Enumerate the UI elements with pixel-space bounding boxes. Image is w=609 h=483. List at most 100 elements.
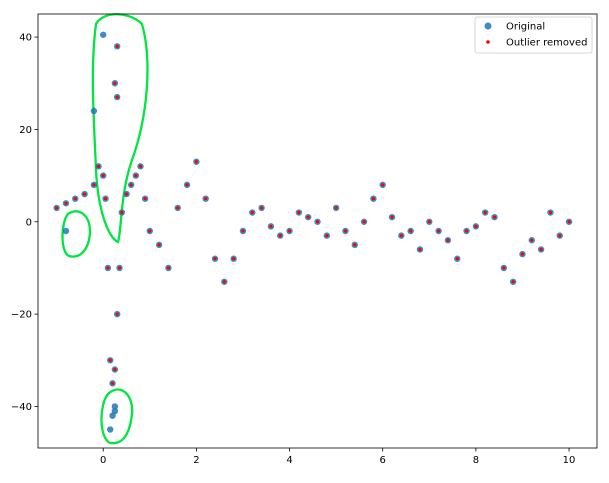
legend-removed-marker [486, 40, 490, 44]
outlier-removed-point [143, 197, 147, 201]
legend-original-marker [484, 22, 492, 30]
original-point [62, 227, 70, 235]
outlier-removed-point [399, 234, 403, 238]
original-point [107, 426, 114, 433]
outlier-removed-point [92, 183, 96, 187]
x-tick-label: 2 [193, 455, 199, 466]
y-tick-label: −40 [11, 402, 32, 413]
plot-background [38, 14, 597, 448]
outlier-removed-point [185, 183, 189, 187]
x-tick-label: 6 [380, 455, 386, 466]
outlier-removed-point [278, 234, 282, 238]
outlier-removed-point [511, 280, 515, 284]
outlier-removed-point [427, 220, 431, 224]
legend-removed-label: Outlier removed [506, 38, 587, 49]
legend-original-label: Original [506, 22, 545, 33]
outlier-removed-point [115, 44, 119, 48]
outlier-removed-point [106, 266, 110, 270]
outlier-removed-point [371, 197, 375, 201]
outlier-removed-point [120, 210, 124, 215]
outlier-removed-point [437, 229, 441, 233]
outlier-removed-point [483, 210, 487, 215]
outlier-removed-point [115, 312, 119, 316]
original-point [90, 107, 98, 115]
outlier-highlight-bottom [100, 388, 134, 445]
outlier-removed-point [520, 252, 525, 256]
outlier-highlight-left [61, 210, 92, 258]
original-point [111, 403, 119, 410]
outlier-removed-point [134, 173, 138, 178]
outlier-removed-point [250, 210, 254, 215]
outlier-removed-point [101, 173, 105, 178]
outlier-removed-point [222, 280, 226, 284]
outlier-removed-point [530, 238, 534, 242]
outlier-removed-point [113, 367, 117, 372]
outlier-removed-point [108, 358, 112, 362]
y-tick-label: 20 [19, 125, 32, 136]
outlier-removed-point [325, 234, 329, 238]
outlier-removed-point [306, 215, 310, 219]
outlier-removed-point [232, 257, 236, 261]
outlier-removed-point [55, 206, 59, 210]
outlier-removed-point [474, 224, 478, 228]
outlier-removed-point [287, 229, 292, 233]
outlier-removed-point [260, 206, 264, 210]
outlier-removed-point [418, 247, 422, 252]
outlier-removed-point [110, 381, 115, 385]
outlier-removed-point [567, 220, 571, 224]
outlier-removed-point [73, 197, 77, 201]
outlier-removed-point [82, 192, 87, 196]
y-axis: −40 −20 0 20 40 [11, 33, 38, 413]
outlier-removed-point [269, 224, 273, 228]
outlier-removed-point [117, 266, 122, 270]
outlier-removed-point [353, 243, 357, 247]
outlier-removed-point [390, 215, 394, 219]
outlier-removed-point [455, 257, 459, 261]
x-tick-label: 8 [473, 455, 479, 466]
outlier-removed-point [64, 201, 68, 205]
outlier-removed-point [315, 220, 320, 224]
outlier-highlight-top [91, 13, 149, 244]
outlier-removed-point [115, 95, 119, 99]
x-axis: 0 2 4 6 8 10 [100, 448, 575, 466]
outlier-removed-point [362, 220, 366, 224]
outlier-removed-point [446, 238, 450, 242]
outlier-removed-point [194, 160, 198, 164]
outlier-removed-point [409, 229, 413, 233]
outlier-removed-point [464, 229, 469, 233]
outlier-removed-point [343, 229, 348, 233]
outlier-removed-point [138, 164, 143, 168]
outlier-removed-point [124, 192, 129, 196]
outlier-removed-point [176, 206, 180, 210]
plot-frame [37, 13, 598, 449]
original-point [100, 31, 107, 38]
outlier-removed-point [157, 243, 161, 247]
x-tick-label: 4 [286, 455, 292, 466]
outlier-removed-point [548, 210, 553, 215]
outlier-removed-point [166, 266, 171, 270]
outlier-removed-point [539, 247, 543, 252]
outlier-removed-point [297, 210, 301, 215]
outlier-removed-point [558, 234, 562, 238]
outlier-removed-point [129, 183, 133, 187]
outlier-removed-point [204, 197, 208, 201]
outlier-removed-point [492, 215, 497, 219]
y-tick-label: 40 [19, 33, 32, 44]
outlier-removed-point [113, 81, 117, 85]
original-point [109, 412, 116, 419]
legend: Original Outlier removed [474, 16, 593, 54]
series-outlier-removed [55, 44, 571, 385]
outlier-removed-point [213, 257, 217, 261]
y-tick-label: −20 [11, 310, 32, 321]
outlier-removed-point [381, 183, 385, 187]
outlier-removed-point [96, 164, 101, 168]
x-tick-label: 0 [100, 455, 106, 466]
outlier-removed-point [241, 229, 245, 233]
outlier-removed-point [148, 229, 152, 233]
outlier-removed-point [103, 197, 108, 201]
x-tick-label: 10 [563, 455, 576, 466]
legend-box [474, 16, 593, 54]
outlier-removed-point [334, 206, 338, 210]
